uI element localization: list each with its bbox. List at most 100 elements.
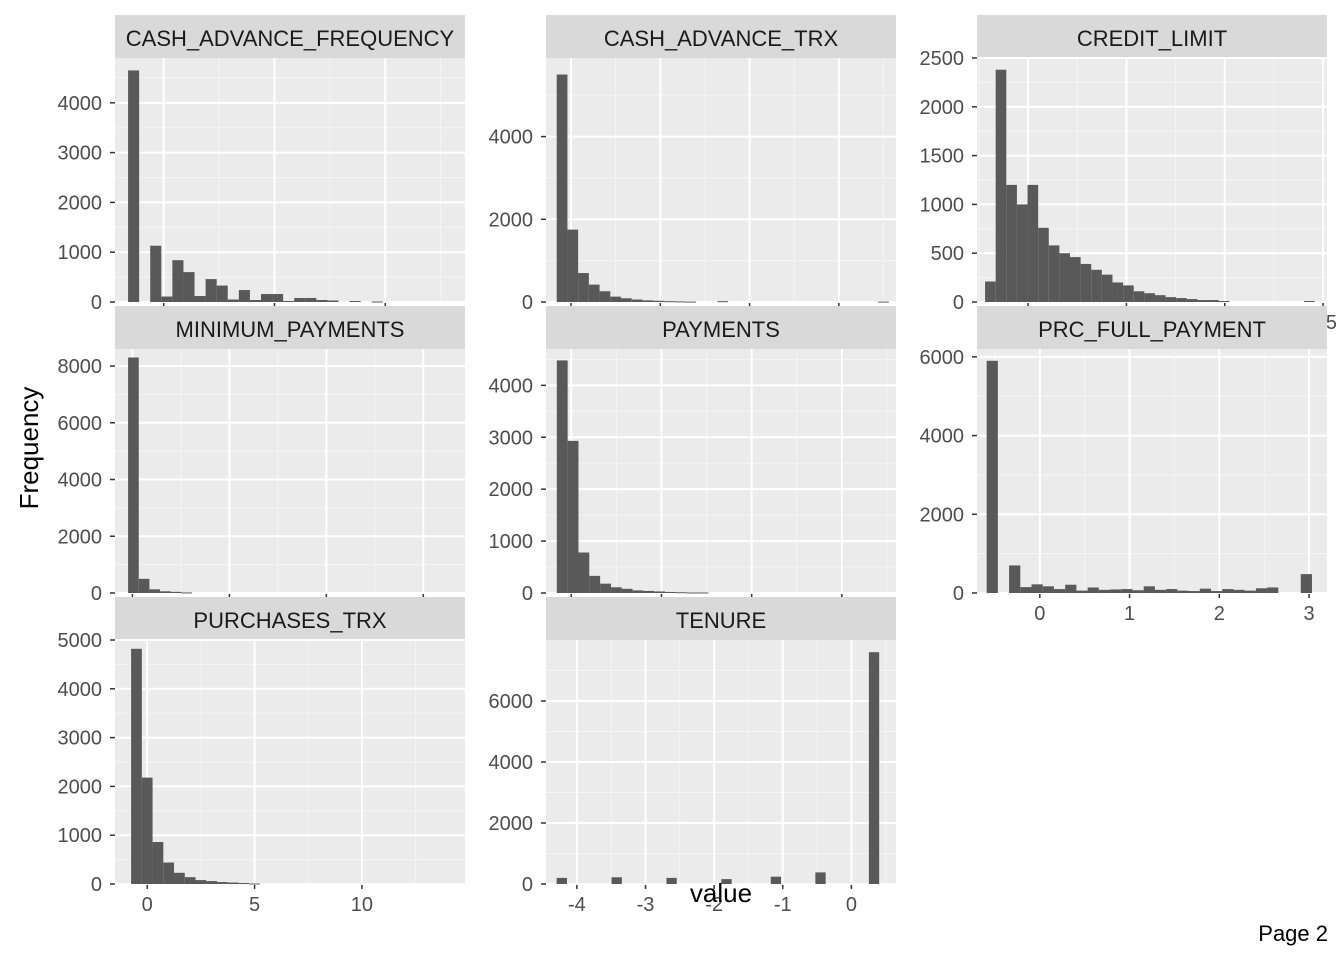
histogram-bar: [1176, 298, 1187, 302]
histogram-bar: [612, 877, 622, 884]
y-tick-label: 4000: [489, 375, 534, 397]
histogram-bar: [206, 279, 217, 302]
facet-strip-label: PAYMENTS: [662, 317, 780, 342]
y-tick-label: 2000: [920, 97, 965, 119]
histogram-bar: [142, 778, 153, 884]
facet-panel: MINIMUM_PAYMENTS010203002000400060008000: [58, 306, 466, 625]
histogram-bar: [666, 878, 676, 884]
histogram-bar: [163, 863, 174, 884]
histogram-bar: [985, 282, 996, 302]
y-tick-label: 6000: [58, 413, 103, 435]
histogram-bar: [633, 590, 644, 593]
histogram-bar: [153, 842, 164, 884]
histogram-bar: [1197, 300, 1208, 302]
histogram-bar: [161, 297, 172, 302]
y-tick-label: 2000: [58, 776, 103, 798]
histogram-bar: [600, 584, 611, 593]
histogram-bar: [1121, 589, 1132, 593]
histogram-bar: [160, 591, 171, 593]
histogram-bar: [1123, 285, 1134, 302]
histogram-bar: [172, 260, 183, 302]
histogram-bar: [717, 301, 728, 302]
histogram-bar: [1211, 591, 1222, 593]
histogram-bar: [1043, 586, 1054, 593]
histogram-bar: [250, 300, 261, 302]
histogram-bar: [1256, 588, 1267, 593]
histogram-bar: [305, 298, 316, 302]
facet-panel: CASH_ADVANCE_TRX051015020004000: [489, 15, 897, 334]
histogram-bar: [1020, 587, 1031, 593]
histogram-bar: [1112, 282, 1123, 302]
histogram-bar: [676, 592, 687, 593]
histogram-bar: [1144, 293, 1155, 302]
histogram-bar: [183, 272, 194, 302]
histogram-bar: [1134, 291, 1145, 302]
y-tick-label: 0: [91, 583, 102, 605]
histogram-bar: [1081, 264, 1092, 302]
histogram-bar: [996, 70, 1007, 302]
histogram-bar: [294, 298, 305, 302]
facet-panel: PAYMENTS05101501000200030004000: [489, 306, 897, 625]
histogram-bar: [1132, 590, 1143, 593]
histogram-bar: [600, 291, 611, 302]
y-tick-label: 4000: [489, 127, 534, 149]
y-tick-label: 2000: [58, 192, 103, 214]
histogram-bar: [1059, 253, 1070, 302]
facet-strip-label: CASH_ADVANCE_FREQUENCY: [126, 26, 455, 51]
histogram-bar: [557, 75, 568, 302]
facet-panel: PRC_FULL_PAYMENT 0 1 2 3 0 2000 4000 6000: [920, 306, 1328, 625]
histogram-bar: [174, 873, 185, 884]
histogram-bar: [557, 360, 568, 593]
histogram-bar: [1187, 299, 1198, 302]
facet-strip-label: PRC_FULL_PAYMENT: [1038, 317, 1266, 342]
x-tick-label: 10: [351, 894, 373, 916]
y-tick-label: 4000: [58, 93, 103, 115]
histogram-bar: [1006, 185, 1017, 302]
histogram-bar: [878, 302, 889, 303]
y-tick-label: 0: [953, 583, 964, 605]
y-tick-label: 1000: [58, 825, 103, 847]
x-tick-label: 0: [1034, 603, 1045, 625]
histogram-bar: [1304, 301, 1315, 302]
y-tick-label: 2000: [489, 479, 534, 501]
facet-panels: CASH_ADVANCE_FREQUENCY0.02.55.0010002000…: [58, 15, 1337, 916]
histogram-bar: [316, 300, 327, 302]
histogram-bar: [228, 883, 239, 884]
histogram-bar: [1208, 300, 1219, 302]
histogram-bar: [869, 652, 879, 884]
histogram-bar: [372, 302, 383, 303]
y-tick-label: 4000: [58, 679, 103, 701]
facet-strip-label: PURCHASES_TRX: [193, 608, 386, 633]
y-tick-label: 1000: [489, 531, 534, 553]
histogram-bar: [239, 290, 250, 302]
histogram-bar: [815, 872, 825, 884]
histogram-bar: [217, 882, 228, 884]
y-tick-label: 2000: [489, 209, 534, 231]
y-tick-label: 2000: [58, 526, 103, 548]
histogram-bar: [261, 294, 272, 302]
histogram-bar: [150, 246, 161, 302]
y-tick-label: 4000: [920, 426, 965, 448]
histogram-bar: [1009, 565, 1020, 593]
x-tick-label: -3: [637, 894, 655, 916]
y-tick-label: 0: [522, 292, 533, 314]
y-axis-title: Frequency: [14, 387, 44, 510]
histogram-bar: [1110, 589, 1121, 593]
y-tick-label: 6000: [489, 691, 534, 713]
histogram-bar: [283, 301, 294, 302]
histogram-bar: [139, 579, 150, 593]
histogram-bar: [1144, 586, 1155, 593]
histogram-bar: [350, 301, 361, 302]
histogram-bar: [589, 576, 600, 593]
histogram-bar: [1054, 589, 1065, 593]
facet-panel: CASH_ADVANCE_FREQUENCY0.02.55.0010002000…: [58, 15, 466, 334]
histogram-bar: [1233, 590, 1244, 593]
plot-background: [115, 349, 465, 593]
y-tick-label: 0: [91, 292, 102, 314]
histogram-bar: [1028, 185, 1039, 302]
histogram-bar: [1032, 584, 1043, 593]
histogram-bar: [642, 300, 653, 302]
histogram-bar: [195, 296, 206, 302]
facet-panel: PURCHASES_TRX 0 5 10 0 1000 2000 3000 4000 5000: [58, 597, 466, 916]
